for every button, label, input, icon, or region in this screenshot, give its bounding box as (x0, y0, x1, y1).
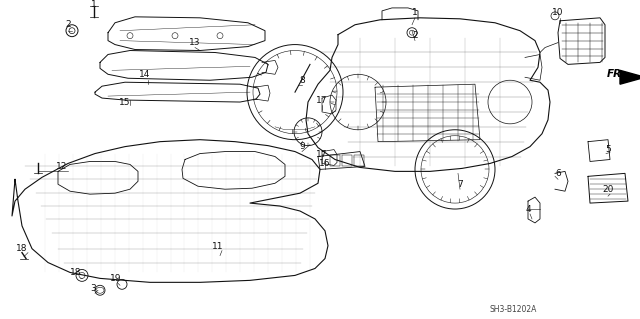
Polygon shape (620, 70, 640, 84)
Text: 17: 17 (316, 150, 328, 159)
Text: 2: 2 (65, 20, 71, 29)
Bar (330, 154, 340, 167)
Text: 17: 17 (316, 96, 328, 105)
Text: 20: 20 (602, 185, 614, 194)
Text: FR.: FR. (607, 69, 627, 79)
Text: 1: 1 (412, 8, 418, 17)
Text: SH3-B1202A: SH3-B1202A (490, 305, 538, 314)
Text: 7: 7 (457, 180, 463, 189)
Text: 11: 11 (212, 242, 224, 251)
Text: 5: 5 (605, 145, 611, 154)
Bar (354, 154, 364, 167)
Text: 4: 4 (525, 204, 531, 213)
Text: 18: 18 (16, 244, 28, 253)
Text: 15: 15 (119, 98, 131, 107)
Text: 13: 13 (189, 38, 201, 47)
Text: 14: 14 (140, 70, 150, 79)
Text: 1: 1 (91, 0, 97, 10)
Bar (342, 154, 352, 167)
Text: 12: 12 (56, 162, 68, 171)
Text: 18: 18 (70, 268, 82, 277)
Text: 3: 3 (90, 284, 96, 293)
Text: 6: 6 (555, 169, 561, 178)
Text: 19: 19 (110, 274, 122, 283)
Text: 16: 16 (319, 159, 331, 168)
Text: 10: 10 (552, 8, 564, 17)
Text: 8: 8 (299, 76, 305, 85)
Text: 9: 9 (299, 142, 305, 151)
Text: 2: 2 (412, 31, 418, 40)
